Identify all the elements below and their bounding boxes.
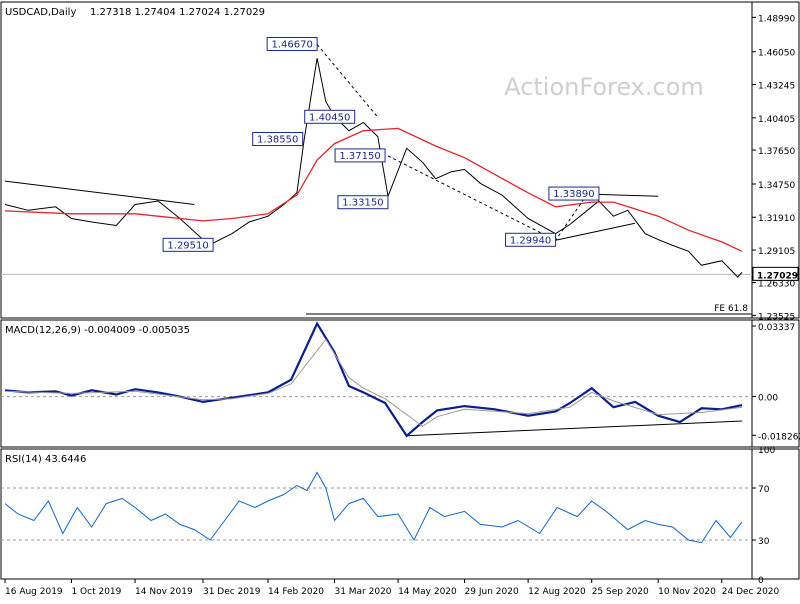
y-tick-label: 0.00 [758, 394, 778, 404]
level-annotation-box [505, 232, 557, 247]
trend-line-2019 [4, 180, 195, 205]
y-tick-label: 1.23525 [758, 312, 795, 322]
rsi-panel-frame [0, 448, 753, 580]
x-tick-label: 12 Aug 2020 [528, 587, 586, 597]
x-tick-label: 14 Feb 2020 [268, 587, 324, 597]
y-tick-label: 1.43245 [758, 82, 795, 92]
x-tick-label: 25 Sep 2020 [592, 587, 649, 597]
y-tick-label: 100 [758, 446, 775, 456]
y-tick-label: 1.31910 [758, 214, 795, 224]
x-tick-label: 16 Aug 2019 [5, 587, 63, 597]
y-tick-label: 1.46050 [758, 49, 795, 59]
x-tick-label: 29 Jun 2020 [465, 587, 519, 597]
x-tick-label: 14 May 2020 [398, 587, 457, 597]
x-tick-label: 31 Mar 2020 [334, 587, 391, 597]
level-annotation-label: 1.37150 [339, 151, 380, 162]
y-tick-label: 30 [758, 537, 770, 547]
watermark: ActionForex.com [504, 73, 704, 101]
trend-line-channel-top [316, 44, 379, 118]
rsi-series-line [4, 471, 743, 544]
level-annotation-label: 1.33150 [342, 198, 383, 209]
y-tick-label: 1.40405 [758, 115, 795, 125]
price-ohlc: 1.27318 1.27404 1.27024 1.27029 [90, 7, 265, 18]
price-series-line [4, 58, 743, 278]
level-annotation-box [304, 109, 356, 124]
level-annotation-box [337, 195, 389, 210]
macd-series-line [4, 338, 743, 427]
price-series-line [4, 127, 743, 252]
macd-title: MACD(12,26,9) -0.004009 -0.005035 [5, 325, 190, 336]
y-tick-label: 0.03337 [758, 323, 795, 333]
last-price-tag [752, 266, 799, 281]
level-annotation-label: 1.38550 [257, 135, 298, 146]
macd-axis-frame [751, 319, 800, 448]
y-tick-label: 1.48990 [758, 14, 795, 24]
level-annotation-label: 1.33890 [553, 189, 594, 200]
x-tick-label: 14 Nov 2019 [135, 587, 193, 597]
level-annotation-label: 1.29510 [167, 240, 208, 251]
trend-line-channel-bottom [387, 155, 556, 241]
y-tick-label: -0.018262 [758, 432, 800, 442]
price-title: USDCAD,Daily [5, 7, 76, 18]
macd-panel-frame [0, 319, 753, 448]
level-annotation-box [548, 186, 600, 201]
last-price-label: 1.27029 [757, 271, 798, 281]
level-annotation-label: 1.46670 [271, 39, 312, 50]
price-axis-frame [751, 1, 800, 319]
x-tick-label: 1 Oct 2019 [71, 587, 121, 597]
level-annotation-box [162, 237, 214, 252]
rsi-title: RSI(14) 43.6446 [5, 454, 86, 465]
level-annotation-label: 1.29940 [510, 235, 551, 246]
y-tick-label: 1.37650 [758, 147, 795, 157]
support-line [555, 222, 636, 241]
x-tick-label: 31 Dec 2019 [203, 587, 261, 597]
level-annotation-label: 1.40450 [309, 112, 350, 123]
fib-label: FE 61.8 [714, 304, 748, 314]
y-tick-label: 1.34750 [758, 181, 795, 191]
level-annotation-box [334, 148, 386, 163]
rsi-axis-frame [751, 448, 800, 580]
level-annotation-box [266, 36, 318, 51]
x-tick-label: 10 Nov 2020 [658, 587, 716, 597]
y-tick-label: 0 [758, 576, 764, 586]
x-tick-label: 24 Dec 2020 [722, 587, 780, 597]
y-tick-label: 1.29105 [758, 247, 795, 257]
macd-trend-line [406, 420, 743, 437]
level-annotation-box [252, 132, 304, 147]
y-tick-label: 70 [758, 485, 770, 495]
y-tick-label: 1.26330 [758, 280, 795, 290]
